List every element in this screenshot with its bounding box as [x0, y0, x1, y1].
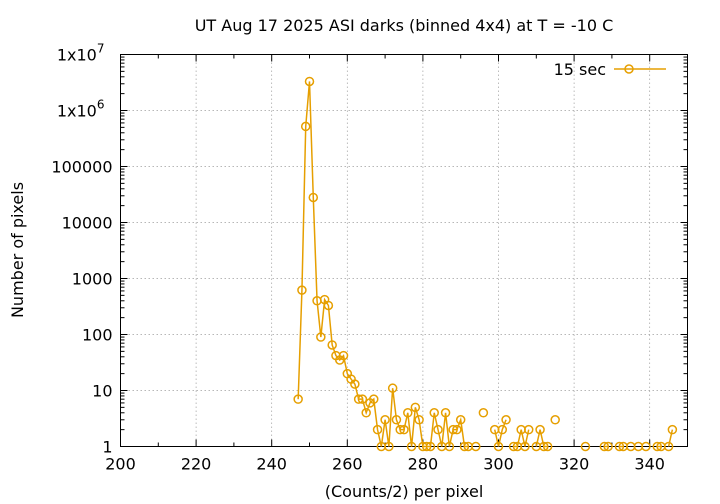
data-point [440, 408, 451, 418]
data-point [293, 394, 303, 404]
data-point [501, 415, 511, 425]
data-point [425, 441, 436, 452]
data-point [406, 441, 417, 452]
data-point [414, 415, 424, 425]
series-15-sec [293, 76, 678, 452]
data-point [471, 441, 481, 452]
data-point [323, 300, 334, 311]
data-point [523, 424, 534, 435]
data-point [403, 408, 413, 418]
legend-marker [624, 64, 634, 74]
legend-label: 15 sec [554, 60, 606, 79]
data-point [338, 350, 349, 361]
data-point [353, 394, 364, 404]
data-point [667, 424, 678, 435]
y-tick-label: 1x106 [57, 98, 105, 121]
x-tick-label: 200 [105, 455, 136, 474]
y-tick-label: 10 [92, 382, 112, 401]
series-line-segment [667, 429, 674, 447]
data-point [452, 424, 462, 435]
data-point [542, 441, 553, 452]
data-point [308, 192, 319, 203]
data-point [357, 394, 368, 404]
data-point [478, 408, 489, 418]
x-tick-label: 340 [634, 455, 665, 474]
data-point [599, 441, 610, 452]
data-point [372, 424, 383, 435]
data-point [459, 441, 470, 452]
data-point [391, 415, 402, 425]
data-point [350, 379, 360, 389]
data-point [327, 340, 337, 350]
x-tick-label: 300 [483, 455, 514, 474]
chart-title: UT Aug 17 2025 ASI darks (binned 4x4) at… [195, 16, 614, 35]
data-point [316, 332, 326, 342]
data-point [387, 383, 398, 393]
plot-frame [120, 54, 688, 447]
x-tick-label: 260 [332, 455, 363, 474]
y-tick-label: 100000 [51, 158, 112, 177]
y-tick-label: 1x107 [57, 42, 105, 65]
legend: 15 sec [554, 60, 666, 79]
x-axis-tick-labels: 200 220 240 260 280 300 320 340 [105, 455, 665, 474]
data-point [361, 408, 371, 418]
data-point [369, 394, 379, 404]
y-axis-title: Number of pixels [8, 182, 27, 318]
series-line-segment [493, 419, 507, 447]
data-point [421, 441, 432, 452]
data-point [304, 76, 315, 87]
series-line-segment [513, 429, 530, 448]
data-point [444, 441, 455, 452]
data-point [433, 424, 443, 435]
data-point [455, 415, 466, 425]
data-point [395, 424, 405, 435]
data-point [410, 402, 421, 413]
data-point [520, 441, 530, 452]
data-point [614, 441, 625, 452]
data-point [580, 441, 591, 452]
data-point [550, 415, 560, 425]
y-tick-label: 1 [102, 438, 112, 457]
data-point [508, 441, 519, 452]
data-point [429, 408, 439, 418]
axis-ticks [120, 54, 688, 447]
data-point [497, 424, 508, 435]
data-point [652, 441, 663, 452]
data-point [300, 121, 311, 132]
y-tick-label: 1000 [72, 270, 113, 289]
data-point [535, 424, 545, 435]
y-tick-label: 10000 [62, 214, 113, 233]
data-point [380, 415, 390, 425]
data-point [663, 441, 674, 452]
y-tick-label: 100 [82, 326, 113, 345]
data-point [641, 441, 651, 452]
data-point [384, 441, 394, 452]
series-line-segment [297, 81, 469, 448]
data-point [448, 424, 458, 435]
data-point [539, 441, 549, 452]
series-line-segment [535, 429, 548, 448]
y-axis-tick-labels: 1 10 100 1000 10000 100000 1x106 1x107 [51, 42, 112, 457]
grid-lines [120, 54, 688, 447]
x-tick-label: 240 [256, 455, 287, 474]
x-tick-label: 220 [181, 455, 212, 474]
x-axis-title: (Counts/2) per pixel [325, 482, 484, 501]
data-point [603, 441, 613, 452]
data-point [399, 424, 409, 435]
x-tick-label: 280 [408, 455, 439, 474]
x-tick-label: 320 [559, 455, 590, 474]
data-point [297, 285, 307, 295]
data-point [493, 441, 504, 452]
